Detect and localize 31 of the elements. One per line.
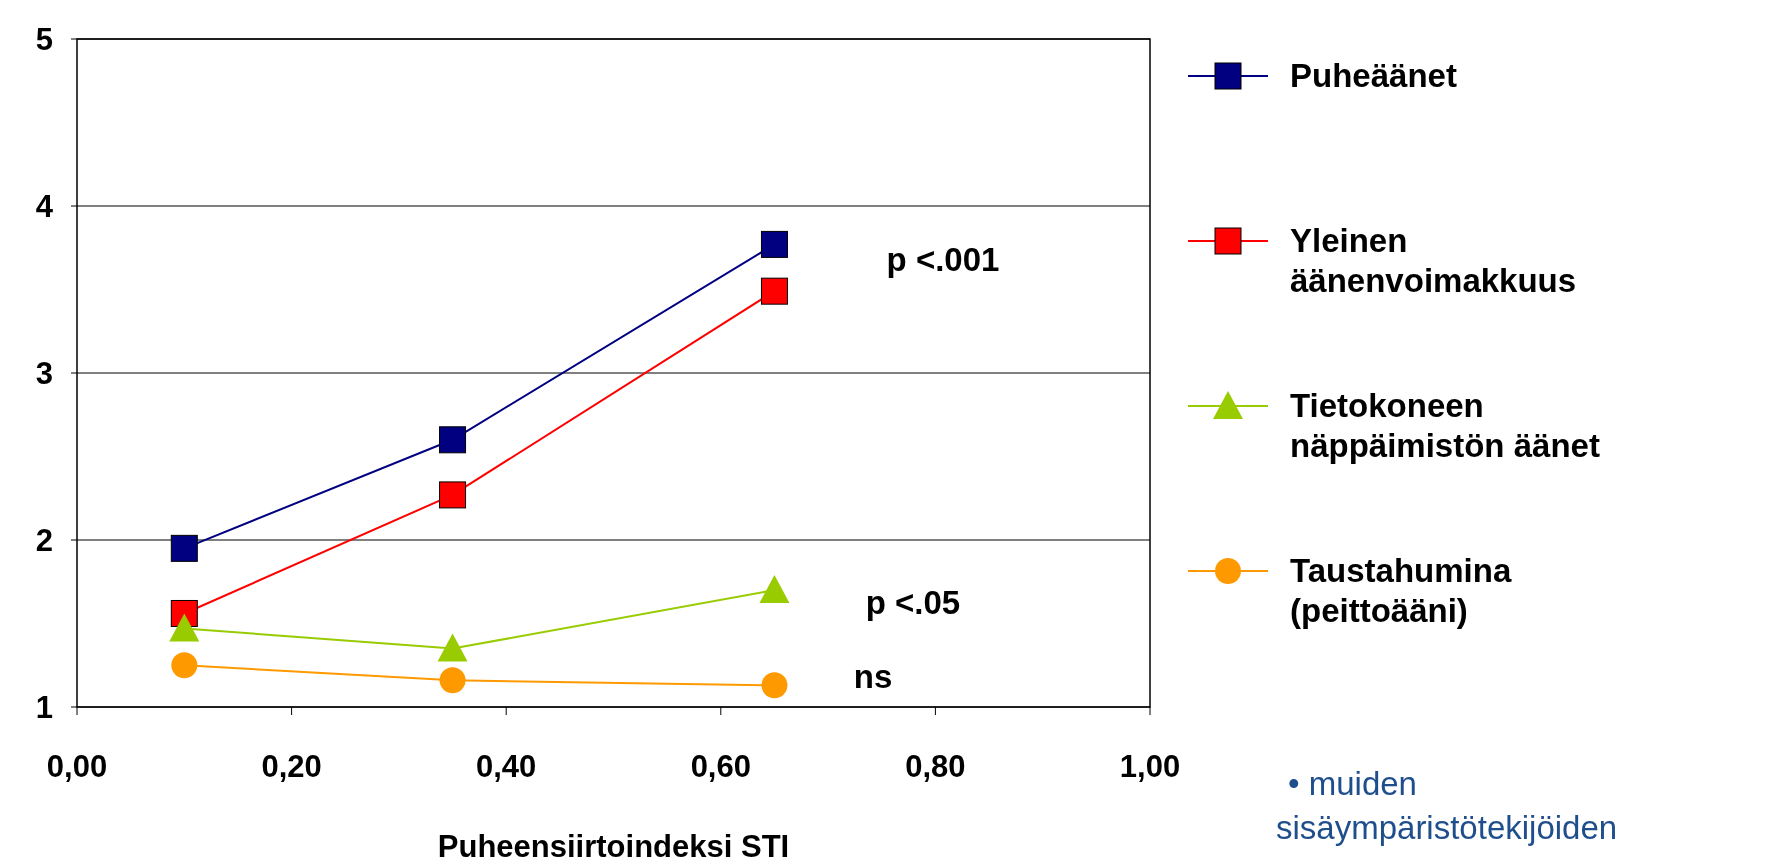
annotation: p <.001 xyxy=(886,241,1000,278)
point xyxy=(760,277,788,305)
legend-label: Yleinen äänenvoimakkuus xyxy=(1290,222,1577,299)
x-tick-label: 0,20 xyxy=(261,749,322,784)
legend-label: Tietokoneen näppäimistön äänet xyxy=(1290,387,1600,464)
point xyxy=(171,652,198,679)
x-tick-label: 0,60 xyxy=(690,749,751,784)
annotation: ns xyxy=(853,658,893,695)
y-tick-label: 3 xyxy=(35,356,53,391)
x-axis-title: Puheensiirtoindeksi STI xyxy=(437,829,790,864)
y-tick-label: 1 xyxy=(35,690,53,725)
x-tick-label: 0,00 xyxy=(46,749,108,784)
legend-label: Puheäänet xyxy=(1290,57,1457,94)
y-tick-label: 4 xyxy=(35,189,54,224)
y-tick-label: 2 xyxy=(35,523,53,558)
legend-label: Taustahumina (peittoääni) xyxy=(1290,552,1512,629)
x-tick-label: 1,00 xyxy=(1119,749,1181,784)
x-tick-label: 0,40 xyxy=(476,749,537,784)
y-tick-label: 5 xyxy=(35,22,53,57)
point xyxy=(759,575,790,604)
point xyxy=(437,633,468,662)
text: • muiden sisäympäristötekijöiden xyxy=(1276,765,1618,846)
point xyxy=(170,534,198,562)
point xyxy=(439,481,467,509)
point xyxy=(760,230,788,258)
point xyxy=(169,613,200,642)
point xyxy=(761,672,788,699)
x-tick-label: 0,80 xyxy=(905,749,966,784)
point xyxy=(439,426,467,454)
point xyxy=(439,667,466,694)
annotation: p <.05 xyxy=(865,584,961,621)
